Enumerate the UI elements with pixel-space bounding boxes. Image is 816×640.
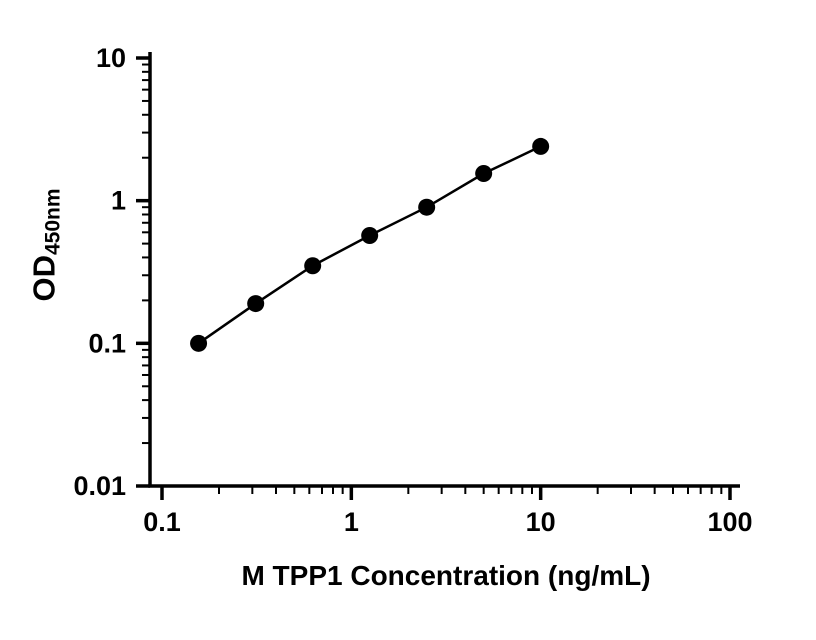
y-axis-title-main: OD — [26, 255, 62, 302]
data-point — [190, 334, 208, 352]
data-point — [247, 295, 265, 313]
data-point — [304, 257, 322, 275]
y-tick-label: 1 — [111, 186, 126, 216]
y-tick-label: 0.1 — [88, 328, 126, 358]
x-tick-label: 0.1 — [143, 507, 181, 537]
data-point — [361, 226, 379, 244]
x-tick-label: 100 — [707, 507, 752, 537]
y-tick-label: 0.01 — [73, 471, 126, 501]
y-tick-label: 10 — [96, 43, 126, 73]
x-tick-label: 1 — [344, 507, 359, 537]
y-axis-title: OD450nm — [27, 188, 66, 301]
x-axis-title: M TPP1 Concentration (ng/mL) — [241, 560, 651, 591]
y-axis-title-subscript: 450nm — [41, 188, 65, 256]
data-point — [475, 165, 493, 183]
data-point — [532, 137, 550, 155]
data-point — [418, 198, 436, 216]
x-tick-label: 10 — [526, 507, 556, 537]
